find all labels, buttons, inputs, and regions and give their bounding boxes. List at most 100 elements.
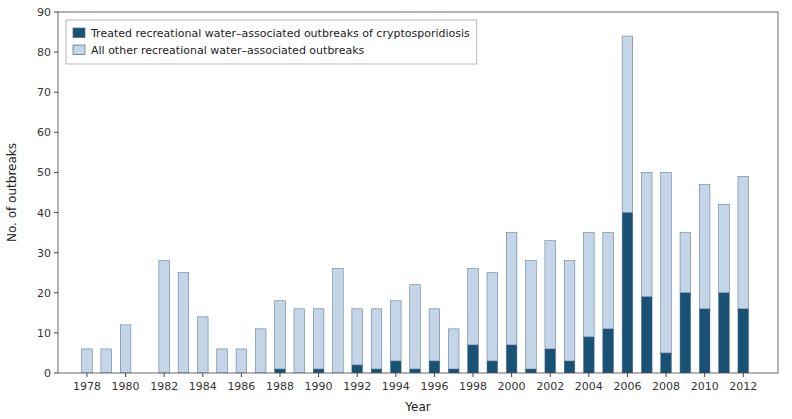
x-tick-label: 2006	[613, 380, 641, 393]
x-tick	[164, 373, 165, 377]
y-tick-label: 10	[37, 327, 51, 340]
bar-segment	[371, 309, 382, 369]
y-tick	[54, 252, 58, 253]
bar-segment	[622, 36, 633, 212]
bar-segment	[545, 241, 556, 349]
y-tick	[54, 373, 58, 374]
legend-label: All other recreational water–associated …	[91, 44, 365, 57]
bar-segment	[680, 233, 691, 293]
x-tick-label: 1982	[150, 380, 178, 393]
x-tick-label: 2000	[498, 380, 526, 393]
y-tick-label: 80	[37, 46, 51, 59]
bar-segment	[661, 172, 672, 353]
x-tick-label: 1994	[382, 380, 410, 393]
x-tick-label: 2010	[691, 380, 719, 393]
y-tick	[54, 12, 58, 13]
y-tick	[54, 52, 58, 53]
bar-segment	[255, 329, 266, 373]
y-tick	[54, 332, 58, 333]
x-tick-label: 1998	[459, 380, 487, 393]
legend-box	[66, 20, 477, 64]
y-tick	[54, 212, 58, 213]
x-tick-label: 1988	[266, 380, 294, 393]
x-tick	[318, 373, 319, 377]
bar-segment	[448, 329, 459, 369]
bars	[82, 36, 749, 373]
bar-segment	[680, 293, 691, 373]
y-tick-label: 70	[37, 86, 51, 99]
bar-segment	[429, 309, 440, 361]
y-tick	[54, 132, 58, 133]
bar-segment	[699, 309, 710, 373]
bar-segment	[178, 273, 189, 373]
legend-swatch	[73, 45, 85, 55]
y-tick	[54, 292, 58, 293]
x-tick-label: 2002	[536, 380, 564, 393]
bar-segment	[699, 184, 710, 308]
bar-segment	[371, 369, 382, 373]
bar-segment	[564, 261, 575, 361]
bar-segment	[641, 297, 652, 373]
x-tick	[666, 373, 667, 377]
series	[275, 213, 749, 373]
bar-segment	[236, 349, 247, 373]
bar-segment	[313, 309, 324, 369]
bar-segment	[603, 329, 614, 373]
bar-segment	[352, 309, 363, 365]
bar-segment	[468, 269, 479, 345]
x-tick-label: 2008	[652, 380, 680, 393]
x-tick	[627, 373, 628, 377]
x-axis-label: Year	[404, 400, 430, 414]
bar-segment	[101, 349, 112, 373]
bar-segment	[468, 345, 479, 373]
x-tick-label: 2012	[729, 380, 757, 393]
legend: Treated recreational water–associated ou…	[66, 20, 477, 64]
bar-segment	[197, 317, 208, 373]
x-tick	[241, 373, 242, 377]
x-tick	[511, 373, 512, 377]
x-tick-label: 2004	[575, 380, 603, 393]
bar-segment	[584, 233, 595, 337]
x-tick-label: 1986	[227, 380, 255, 393]
y-tick	[54, 172, 58, 173]
bar-segment	[333, 269, 344, 373]
y-tick-label: 20	[37, 287, 51, 300]
plot-frame	[58, 12, 778, 373]
bar-segment	[159, 261, 170, 373]
bar-segment	[313, 369, 324, 373]
bar-segment	[390, 301, 401, 361]
series	[82, 36, 749, 373]
bar-segment	[120, 325, 131, 373]
x-tick	[202, 373, 203, 377]
bar-segment	[410, 285, 421, 369]
x-tick	[86, 373, 87, 377]
bar-segment	[603, 233, 614, 329]
bar-segment	[564, 361, 575, 373]
x-tick	[125, 373, 126, 377]
legend-label: Treated recreational water–associated ou…	[90, 27, 470, 40]
bar-segment	[217, 349, 228, 373]
x-tick	[357, 373, 358, 377]
bar-segment	[275, 301, 286, 369]
x-tick	[395, 373, 396, 377]
bar-segment	[82, 349, 93, 373]
bar-segment	[352, 365, 363, 373]
bar-segment	[545, 349, 556, 373]
y-tick-label: 0	[44, 367, 51, 380]
x-tick-label: 1978	[73, 380, 101, 393]
bar-segment	[661, 353, 672, 373]
chart: 0102030405060708090197819801982198419861…	[0, 0, 792, 419]
x-tick-label: 1980	[112, 380, 140, 393]
bar-segment	[487, 361, 498, 373]
x-tick	[743, 373, 744, 377]
y-tick-label: 50	[37, 166, 51, 179]
bar-segment	[294, 309, 305, 373]
x-tick-label: 1996	[420, 380, 448, 393]
x-tick	[550, 373, 551, 377]
bar-segment	[410, 369, 421, 373]
bar-segment	[526, 369, 537, 373]
y-tick-label: 60	[37, 126, 51, 139]
x-tick	[279, 373, 280, 377]
bar-segment	[275, 369, 286, 373]
x-tick-label: 1984	[189, 380, 217, 393]
